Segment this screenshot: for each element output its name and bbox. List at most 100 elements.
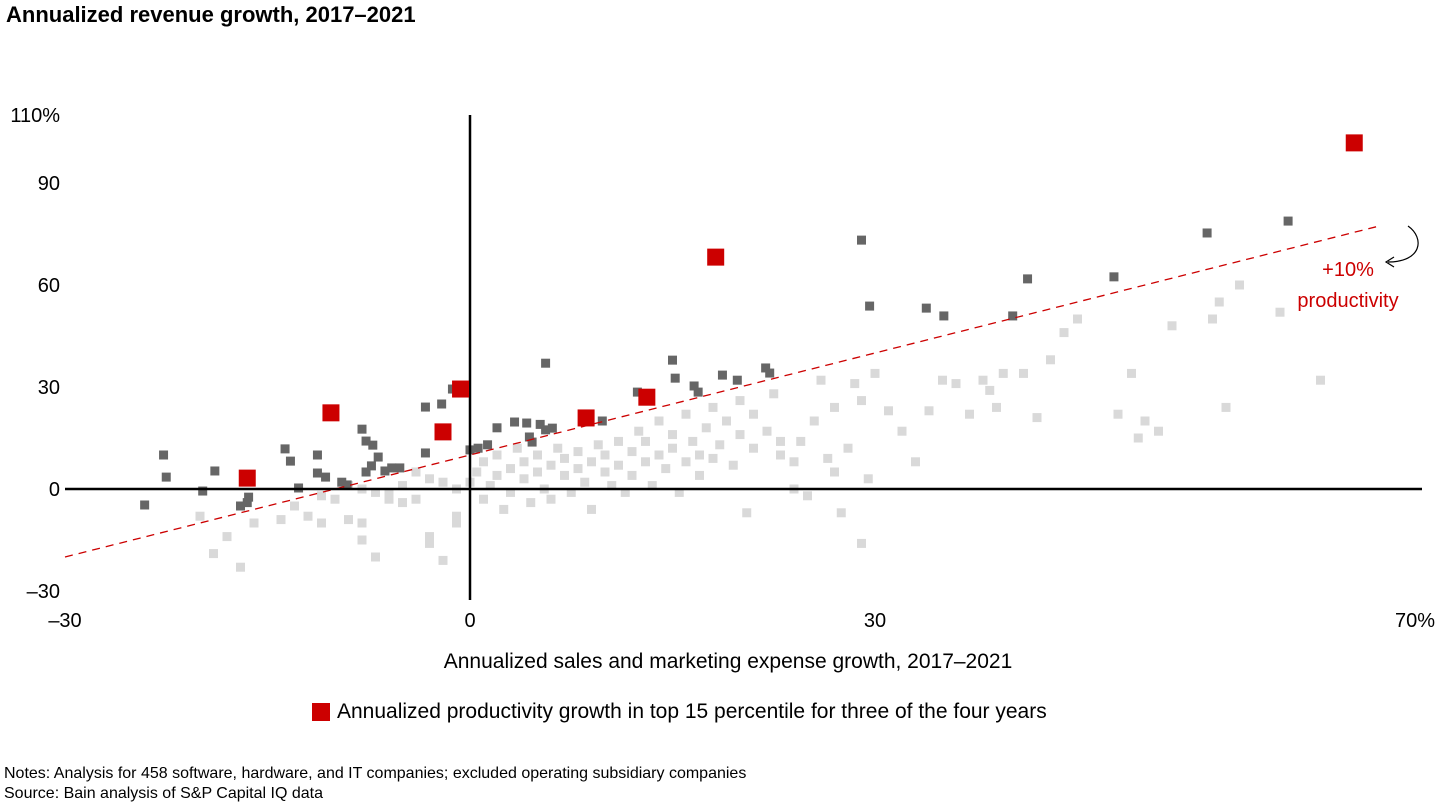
light-point (600, 467, 610, 477)
light-point (863, 474, 873, 484)
dark-point (312, 450, 322, 460)
light-point (330, 494, 340, 504)
light-point (668, 430, 677, 440)
dark-point (361, 467, 371, 477)
light-point (965, 409, 974, 419)
light-point (317, 491, 326, 501)
y-tick-label: 30 (38, 377, 60, 399)
light-point (776, 450, 785, 460)
dark-point (380, 466, 390, 476)
light-point (587, 504, 596, 514)
light-point (587, 457, 596, 467)
light-point (735, 430, 745, 440)
legend-swatch-red (312, 703, 330, 721)
light-point (762, 426, 772, 436)
light-point (425, 474, 434, 484)
dark-point (717, 370, 727, 380)
light-point (1059, 328, 1069, 338)
light-point (1167, 321, 1177, 331)
light-point (674, 487, 684, 497)
light-point (485, 481, 495, 491)
light-point (836, 508, 846, 518)
dark-point (693, 387, 703, 397)
notes: Notes: Analysis for 458 software, hardwa… (4, 764, 746, 804)
dark-point (670, 373, 680, 383)
arrowhead-icon (1384, 256, 1395, 268)
light-point (681, 457, 691, 467)
light-point (708, 453, 718, 463)
chart-title: Annualized revenue growth, 2017–2021 (6, 2, 416, 27)
light-point (614, 460, 623, 470)
dark-point (541, 358, 551, 368)
dark-point (242, 498, 252, 508)
light-point (857, 396, 866, 406)
y-tick-label: 0 (49, 479, 60, 501)
dark-point (1023, 274, 1033, 284)
light-point (857, 538, 866, 548)
light-point (398, 498, 407, 508)
highlight-point (577, 409, 595, 427)
light-point (452, 511, 461, 521)
dark-point (492, 423, 502, 433)
reference-line (64, 224, 1382, 558)
light-point (452, 518, 461, 528)
light-point (627, 447, 637, 457)
dark-point (689, 381, 699, 391)
light-point (938, 375, 947, 385)
dark-point (368, 440, 378, 450)
light-point (776, 436, 785, 446)
light-point (742, 508, 752, 518)
light-point (303, 511, 313, 521)
light-point (236, 562, 245, 572)
dark-point (522, 418, 532, 428)
dark-point (373, 452, 383, 462)
dark-point (280, 444, 290, 454)
light-point (371, 552, 380, 562)
dark-point (535, 419, 545, 429)
legend-label: Annualized productivity growth in top 15… (337, 700, 1047, 723)
light-point (546, 460, 556, 470)
light-point (1154, 426, 1163, 436)
light-point (641, 457, 650, 467)
light-point (708, 402, 718, 412)
light-point (1127, 368, 1136, 378)
light-point (411, 494, 421, 504)
light-point (526, 498, 536, 508)
x-tick-label: 70% (1395, 610, 1435, 632)
light-point (1140, 416, 1150, 426)
light-point (1275, 307, 1285, 317)
light-point (479, 494, 488, 504)
light-point (749, 409, 758, 419)
highlight-point (1345, 134, 1363, 152)
dark-point (159, 450, 169, 460)
light-point (519, 474, 529, 484)
dark-point (668, 355, 677, 365)
legend: Annualized productivity growth in top 15… (312, 700, 1047, 724)
light-point (614, 436, 623, 446)
light-point (816, 375, 826, 385)
dark-point (395, 463, 405, 473)
annotation-line1: +10% (1322, 259, 1374, 281)
dark-point (524, 432, 534, 442)
light-point (641, 436, 650, 446)
dark-point (244, 492, 254, 502)
light-point (546, 494, 556, 504)
highlight-points (238, 134, 1363, 487)
source-text: Source: Bain analysis of S&P Capital IQ … (4, 785, 323, 802)
dark-point (361, 436, 371, 446)
light-point (830, 402, 839, 412)
light-point (992, 402, 1001, 412)
light-point (823, 453, 833, 463)
light-point (593, 440, 603, 450)
light-point (573, 447, 583, 457)
light-point (600, 450, 610, 460)
light-point (647, 481, 657, 491)
dark-point (597, 416, 607, 426)
light-point (607, 481, 617, 491)
light-point (573, 464, 583, 474)
light-point (654, 450, 664, 460)
light-point (479, 457, 488, 467)
highlight-point (707, 248, 725, 266)
highlight-point (452, 380, 470, 398)
light-point (398, 481, 407, 491)
